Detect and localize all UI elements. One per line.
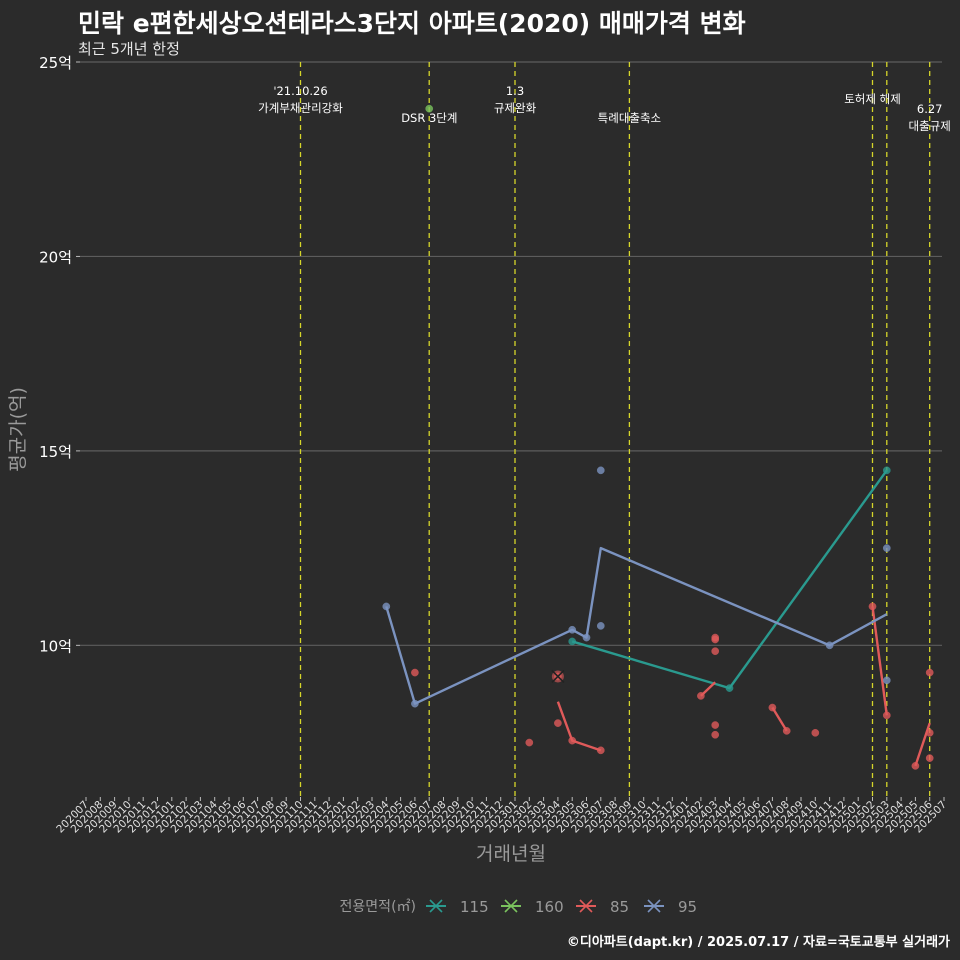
event-label: DSR 3단계	[401, 111, 457, 125]
data-point-85	[711, 730, 720, 739]
series-line-115	[571, 469, 888, 690]
data-point-85	[711, 635, 720, 644]
event-label: 가계부채관리강화	[258, 101, 343, 115]
legend-label-160: 160	[535, 898, 564, 916]
event-label: 규제완화	[494, 101, 537, 115]
data-point-95	[825, 641, 834, 650]
data-point-85	[868, 602, 877, 611]
legend-title: 전용면적(㎡)	[340, 899, 416, 915]
data-point-95	[596, 466, 605, 475]
data-point-85	[768, 703, 777, 712]
data-point-85	[811, 728, 820, 737]
data-point-95	[568, 625, 577, 634]
data-point-95	[382, 602, 391, 611]
data-point-85	[925, 668, 934, 677]
event-label: 대출규제	[909, 119, 951, 133]
data-point-85	[925, 754, 934, 762]
data-point-85	[911, 762, 920, 770]
data-point-160	[425, 104, 434, 113]
legend-label-85: 85	[610, 898, 629, 916]
data-point-85	[782, 727, 791, 735]
data-point-85	[525, 738, 534, 747]
legend-label-95: 95	[678, 898, 697, 916]
y-tick-label: 15억	[39, 443, 72, 461]
data-point-95	[882, 544, 891, 552]
source-caption: ©디아파트(dapt.kr) / 2025.07.17 / 자료=국토교통부 실…	[566, 935, 950, 950]
x-axis-title: 거래년월	[476, 843, 546, 865]
series-line-85	[871, 606, 888, 716]
data-point-95	[582, 633, 591, 642]
data-point-85	[711, 721, 720, 729]
data-point-85	[925, 728, 934, 737]
chart-subtitle: 최근 5개년 한정	[78, 40, 180, 58]
data-point-85	[568, 736, 577, 745]
legend-swatch-85	[579, 899, 593, 913]
data-point-85	[882, 711, 891, 720]
event-label: 특례대출축소	[598, 111, 661, 125]
data-point-85	[596, 746, 605, 755]
data-point-85	[554, 719, 562, 727]
event-label: 6.27	[917, 102, 943, 116]
event-label: 1.3	[506, 84, 524, 98]
legend-label-115: 115	[460, 898, 489, 916]
series-line-85	[771, 706, 788, 732]
legend-swatch-115	[429, 899, 443, 913]
data-point-115	[725, 684, 734, 692]
data-point-95	[411, 699, 419, 708]
legend-swatch-95	[647, 899, 661, 913]
data-point-95	[882, 676, 891, 685]
y-tick-label: 25억	[39, 54, 72, 72]
event-label: '21.10.26	[273, 84, 327, 98]
series-line-95	[385, 546, 888, 705]
y-axis-title: 평균가(억)	[7, 387, 29, 472]
data-point-115	[568, 637, 577, 646]
y-tick-label: 20억	[39, 248, 72, 266]
data-point-85	[711, 647, 720, 656]
series-line-85	[556, 701, 602, 752]
data-point-115	[882, 466, 891, 475]
legend-swatch-160	[504, 899, 518, 913]
chart-title: 민락 e편한세상오션테라스3단지 아파트(2020) 매매가격 변화	[78, 9, 746, 38]
data-point-85	[697, 692, 705, 700]
event-label: 토허제 해제	[844, 92, 901, 106]
highlight-x	[551, 669, 565, 684]
data-point-95	[596, 622, 605, 630]
data-point-85	[411, 668, 419, 677]
y-tick-label: 10억	[39, 637, 72, 655]
